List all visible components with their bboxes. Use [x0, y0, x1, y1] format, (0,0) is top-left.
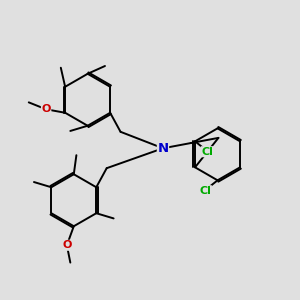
- Text: N: N: [158, 142, 169, 155]
- Text: Cl: Cl: [201, 147, 213, 157]
- Text: O: O: [62, 240, 72, 250]
- Text: O: O: [41, 104, 51, 114]
- Text: Cl: Cl: [200, 186, 211, 196]
